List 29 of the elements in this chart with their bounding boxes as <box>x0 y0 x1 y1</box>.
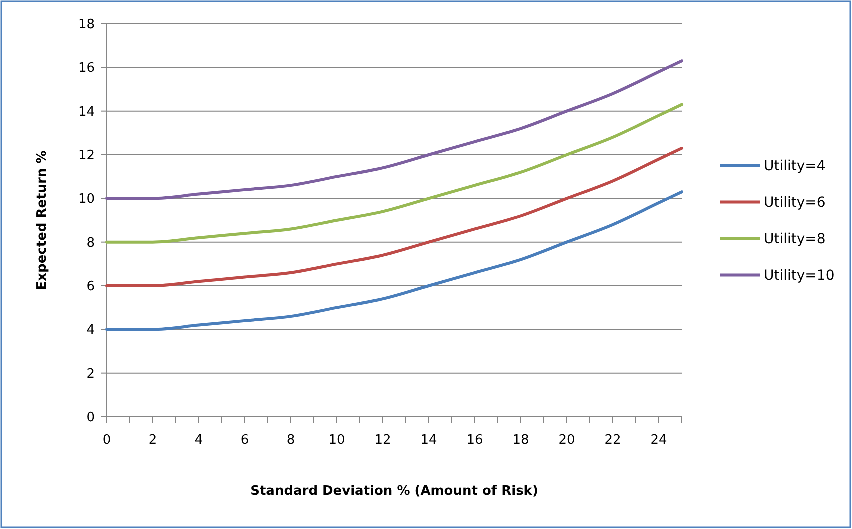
x-tick-label: 6 <box>240 433 250 448</box>
y-tick-label: 12 <box>78 148 95 164</box>
x-tick-label: 24 <box>650 433 668 448</box>
x-tick-label: 4 <box>194 433 204 448</box>
x-tick-label: 14 <box>420 433 438 448</box>
legend-label: Utility=6 <box>764 195 826 212</box>
x-tick-label: 0 <box>102 433 112 448</box>
x-axis-title: Standard Deviation % (Amount of Risk) <box>250 484 538 499</box>
y-tick-label: 4 <box>86 323 95 338</box>
y-tick-label: 16 <box>78 61 95 76</box>
legend-label: Utility=8 <box>764 232 826 248</box>
y-tick-label: 10 <box>78 192 95 208</box>
x-tick-label: 12 <box>374 433 392 448</box>
legend-label: Utility=4 <box>764 158 826 175</box>
y-tick-label: 14 <box>78 104 95 120</box>
x-tick-label: 10 <box>328 433 346 448</box>
y-axis-title: Expected Return % <box>35 150 50 290</box>
y-tick-label: 0 <box>86 410 95 426</box>
legend-label: Utility=10 <box>764 268 835 284</box>
y-tick-label: 2 <box>86 366 95 382</box>
x-tick-label: 2 <box>148 433 158 448</box>
x-tick-label: 20 <box>558 433 576 448</box>
y-tick-label: 18 <box>78 18 95 33</box>
y-tick-label: 6 <box>86 280 95 295</box>
x-tick-label: 16 <box>466 433 484 448</box>
y-tick-label: 8 <box>86 236 95 251</box>
x-tick-label: 8 <box>286 433 296 448</box>
x-tick-label: 22 <box>604 433 622 448</box>
x-tick-label: 18 <box>512 433 530 448</box>
